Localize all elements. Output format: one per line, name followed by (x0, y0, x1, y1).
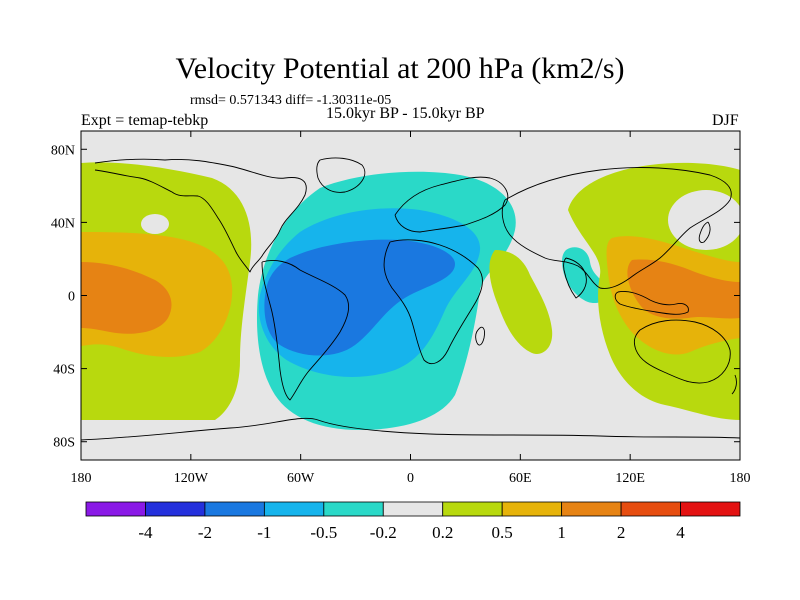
colorbar-label: 1 (557, 523, 566, 542)
colorbar-label: 0.2 (432, 523, 453, 542)
colorbar-label: -2 (198, 523, 212, 542)
chart-title: Velocity Potential at 200 hPa (km2/s) (175, 52, 625, 85)
region-westpac-level3 (627, 259, 740, 319)
y-tick-label: 80S (53, 436, 75, 451)
x-tick-label: 180 (730, 471, 751, 486)
y-tick-label: 0 (68, 290, 75, 305)
y-tick-label: 40S (53, 363, 75, 378)
coast-greenland (316, 157, 366, 193)
colorbar-label: -0.2 (370, 523, 397, 542)
colorbar-swatch (145, 501, 206, 517)
coast-new-zealand (731, 374, 737, 395)
colorbar: -4 -2 -1 -0.5 -0.2 0.2 0.5 1 2 4 (85, 501, 741, 542)
coastlines (81, 157, 740, 441)
colorbar-swatch (263, 501, 325, 517)
region-pacific-east-level1-hole (141, 214, 169, 234)
region-atlantic-level3 (264, 239, 455, 356)
season-label: DJF (712, 112, 739, 129)
colorbar-swatch (620, 501, 681, 517)
colorbar-swatch (501, 501, 563, 517)
y-tick-label: 40N (51, 216, 75, 231)
colorbar-swatch (382, 501, 444, 517)
x-tick-label: 120W (174, 471, 209, 486)
y-tick-label: 80N (51, 143, 75, 158)
colorbar-swatch (204, 501, 265, 517)
colorbar-label: 4 (676, 523, 685, 542)
contour-fill-layer (81, 157, 740, 441)
x-tick-label: 60W (287, 471, 315, 486)
coast-north-america (94, 158, 307, 273)
colorbar-swatch (442, 501, 503, 517)
region-westpac-level1-hole (668, 190, 740, 250)
coast-antarctica (81, 417, 740, 441)
region-arabia-level1 (489, 250, 553, 354)
coast-japan (698, 221, 711, 243)
colorbar-label: -1 (257, 523, 271, 542)
rmsd-stats: rmsd= 0.571343 diff= -1.30311e-05 (190, 93, 392, 108)
region-pacific-east-level3 (81, 262, 172, 334)
period-subtitle: 15.0kyr BP - 15.0kyr BP (326, 105, 485, 122)
colorbar-label: -4 (138, 523, 153, 542)
colorbar-label: -0.5 (310, 523, 337, 542)
colorbar-swatch (561, 501, 622, 517)
x-tick-label: 120E (615, 471, 645, 486)
experiment-label: Expt = temap-tebkp (81, 112, 209, 129)
x-tick-label: 60E (509, 471, 532, 486)
x-tick-label: 0 (407, 471, 414, 486)
colorbar-swatch (680, 501, 741, 517)
coast-asia (501, 167, 732, 289)
coast-australia (633, 319, 731, 384)
colorbar-label: 0.5 (492, 523, 513, 542)
axes-layer: 180 120W 60W 0 60E 120E 180 80N 40N 0 40S 80S (51, 131, 751, 486)
coast-south-america (261, 259, 350, 401)
colorbar-swatch (85, 501, 146, 517)
coast-madagascar (475, 326, 485, 346)
coast-indonesia (614, 291, 689, 315)
coast-europe (394, 176, 509, 233)
colorbar-label: 2 (617, 523, 626, 542)
coast-india (563, 257, 587, 299)
coast-africa (383, 239, 483, 364)
x-tick-label: 180 (71, 471, 92, 486)
colorbar-swatch (323, 501, 384, 517)
